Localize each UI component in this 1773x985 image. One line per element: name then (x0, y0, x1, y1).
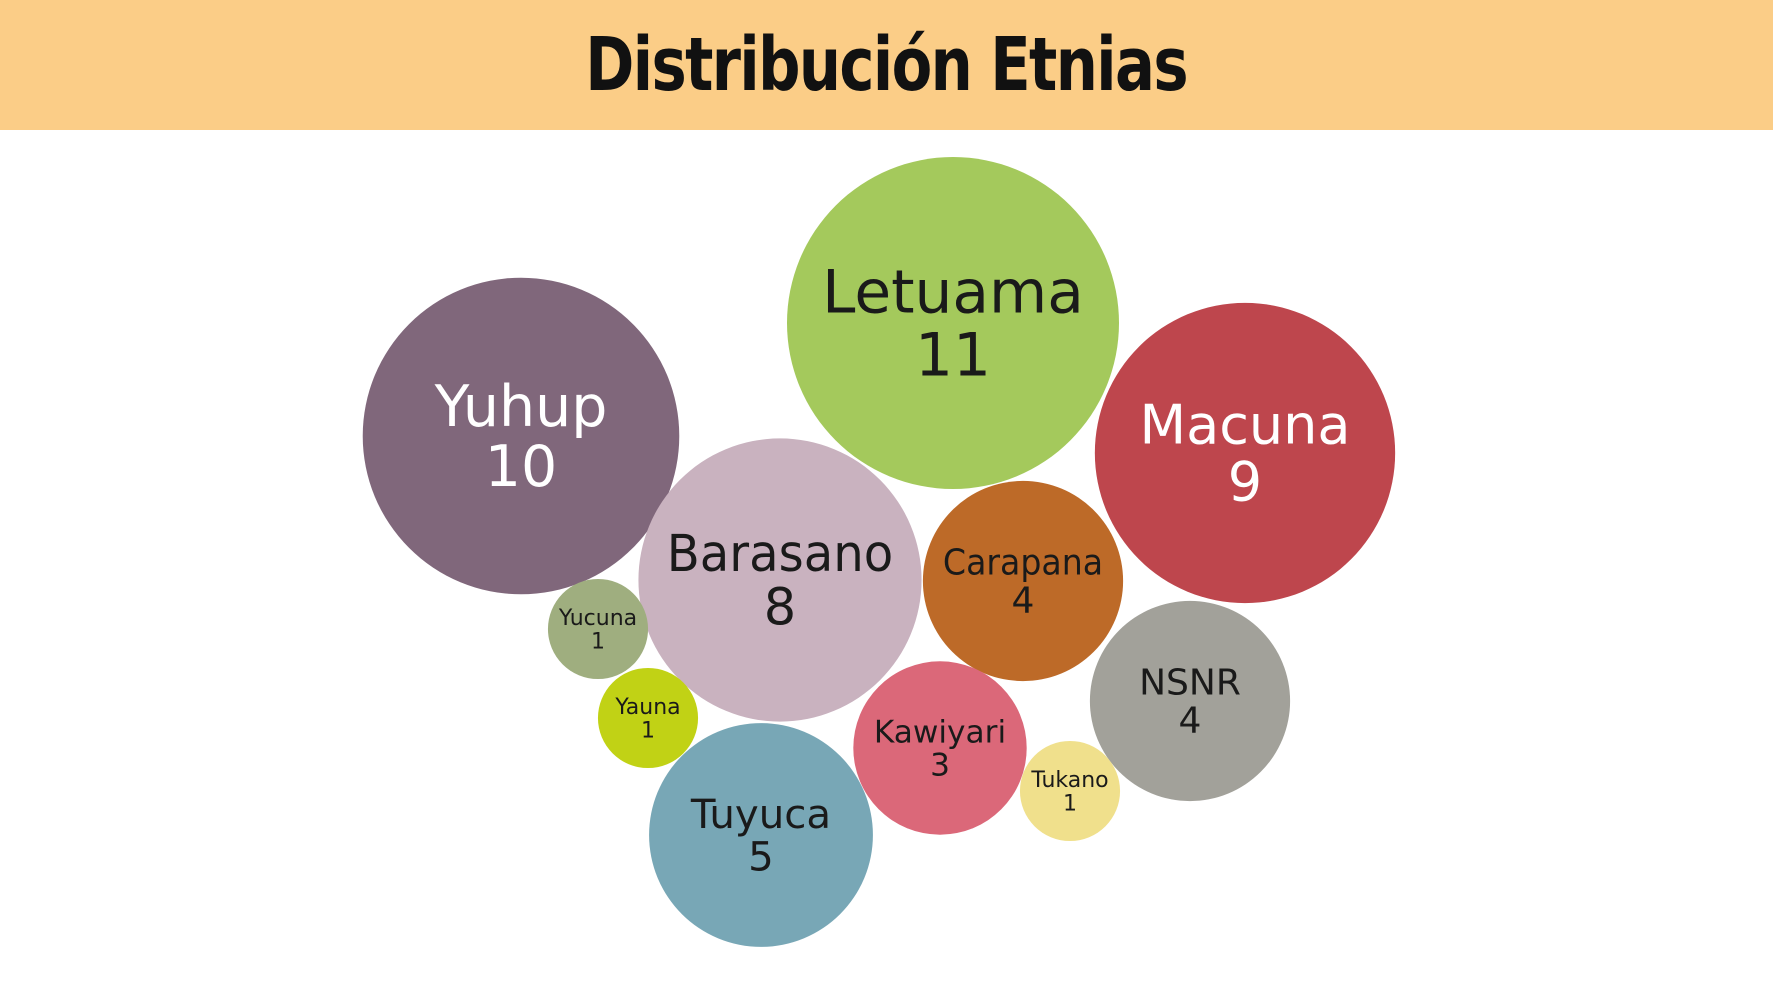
bubble-nsnr-name: NSNR (1139, 663, 1241, 704)
bubble-barasano-value: 8 (764, 579, 796, 638)
bubble-tuyuca-circle (649, 723, 873, 947)
bubble-letuama-name: Letuama (822, 259, 1084, 328)
bubble-nsnr-value: 4 (1179, 701, 1202, 742)
bubble-yucuna-circle (547, 578, 649, 680)
bubble-yauna-value: 1 (641, 718, 655, 743)
bubble-yuhup-name: Yuhup (434, 374, 608, 440)
bubble-kawiyari-name: Kawiyari (874, 715, 1006, 751)
bubble-yauna-name: Yauna (614, 695, 680, 720)
bubble-letuama-circle (787, 157, 1119, 489)
bubble-yauna-circle (597, 667, 699, 769)
bubble-yuhup-circle (362, 277, 680, 595)
bubble-yucuna-name: Yucuna (558, 606, 637, 631)
bubble-yuhup-value: 10 (485, 434, 558, 500)
bubble-tukano-name: Tukano (1030, 768, 1108, 793)
bubble-tuyuca-name: Tuyuca (690, 791, 831, 838)
bubble-tukano-circle (1019, 740, 1121, 842)
bubble-barasano-circle (638, 438, 922, 722)
bubble-nsnr-circle (1089, 600, 1291, 802)
bubble-tukano-value: 1 (1063, 791, 1077, 816)
bubble-barasano-name: Barasano (667, 525, 894, 584)
bubble-macuna-name: Macuna (1139, 394, 1350, 457)
bubble-macuna-value: 9 (1228, 450, 1262, 513)
title-bar: Distribución Etnias (0, 0, 1773, 130)
bubble-tuyuca-value: 5 (748, 833, 774, 880)
bubble-kawiyari-value: 3 (930, 747, 950, 783)
page-title: Distribución Etnias (585, 22, 1189, 108)
bubble-carapana-name: Carapana (943, 543, 1103, 584)
bubble-yucuna-value: 1 (591, 629, 605, 654)
bubble-kawiyari-circle (853, 661, 1027, 835)
bubble-carapana-value: 4 (1012, 581, 1035, 622)
bubble-carapana-circle (922, 480, 1124, 682)
bubble-macuna-circle (1094, 302, 1396, 604)
bubble-letuama-value: 11 (915, 321, 991, 390)
